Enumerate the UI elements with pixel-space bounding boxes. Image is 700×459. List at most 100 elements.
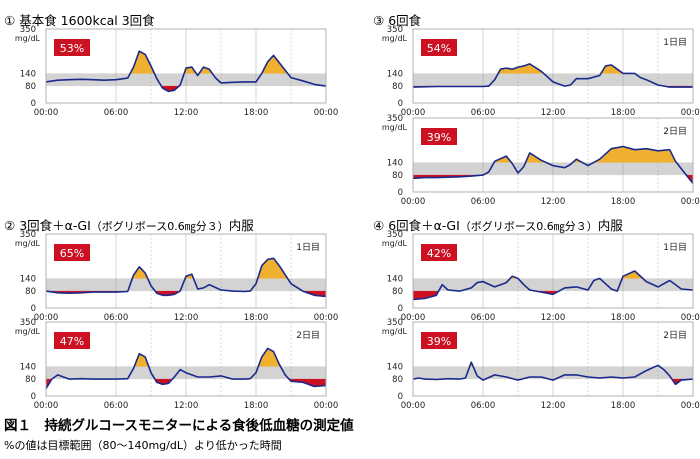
- y-tick-label: 140: [387, 158, 403, 168]
- y-tick-label: 350: [387, 318, 403, 328]
- section-number: ②: [4, 218, 16, 233]
- section-label: 6回食＋α-GI: [388, 218, 460, 233]
- y-tick-label: 80: [392, 171, 403, 181]
- plot-frame: [45, 233, 327, 309]
- day-label: 2日目: [296, 330, 320, 341]
- x-tick-label: 00:00: [401, 401, 426, 411]
- day-label: 1日目: [663, 37, 687, 48]
- x-tick-label: 06:00: [104, 401, 129, 411]
- y-tick-label: 80: [25, 375, 36, 385]
- percent-badge: [421, 244, 457, 261]
- x-tick-label: 00:00: [34, 313, 59, 323]
- x-tick-label: 06:00: [471, 313, 496, 323]
- y-tick-label: 350: [20, 25, 36, 35]
- x-tick-label: 12:00: [541, 401, 566, 411]
- x-tick-label: 06:00: [104, 108, 129, 118]
- y-tick-label: 0: [31, 99, 36, 109]
- section-suffix: 内服: [597, 218, 623, 233]
- plot-frame: [412, 117, 694, 193]
- y-tick-label: 80: [25, 287, 36, 297]
- y-tick-label: 80: [392, 375, 403, 385]
- x-tick-label: 00:00: [401, 108, 426, 118]
- y-unit-label: mg/dL: [382, 34, 408, 43]
- x-tick-label: 06:00: [471, 401, 496, 411]
- x-tick-label: 06:00: [104, 313, 129, 323]
- section-number: ③: [373, 13, 385, 28]
- plot-frame: [412, 321, 694, 397]
- percent-badge-value: 54%: [427, 42, 451, 55]
- percent-badge: [54, 39, 90, 56]
- x-tick-label: 00:00: [681, 313, 700, 323]
- percent-badge-value: 39%: [427, 335, 451, 348]
- cgm-chart-section4-day1: 350 140 80 0 mg/dL 00:00 06:00 12:00 18:00 00:00 4…: [375, 230, 700, 326]
- y-unit-label: mg/dL: [382, 123, 408, 132]
- x-tick-label: 00:00: [681, 108, 700, 118]
- x-tick-label: 18:00: [611, 197, 636, 207]
- percent-badge: [54, 332, 90, 349]
- x-tick-label: 18:00: [244, 108, 269, 118]
- y-tick-label: 140: [20, 69, 36, 79]
- cgm-chart-section4-day2: 350 140 80 0 mg/dL 00:00 06:00 12:00 18:00 00:00 3…: [375, 318, 700, 414]
- y-tick-label: 80: [392, 287, 403, 297]
- x-tick-label: 00:00: [681, 197, 700, 207]
- x-tick-label: 12:00: [541, 197, 566, 207]
- x-tick-label: 12:00: [174, 313, 199, 323]
- section-label: 基本食 1600kcal 3回食: [19, 13, 155, 28]
- x-tick-label: 12:00: [174, 401, 199, 411]
- figure-note: %の値は目標範囲（80～140mg/dL）より低かった時間: [4, 439, 282, 452]
- x-tick-label: 18:00: [244, 313, 269, 323]
- chart-svg: 350 140 80 0 mg/dL 00:00 06:00 12:00 18:00 00:00 4…: [15, 318, 338, 411]
- cgm-chart-section2-day1: 350 140 80 0 mg/dL 00:00 06:00 12:00 18:00 00:00 6…: [8, 230, 338, 326]
- y-tick-label: 0: [398, 392, 403, 402]
- chart-svg: 350 140 80 0 mg/dL 00:00 06:00 12:00 18:00 00:00 3…: [382, 114, 700, 207]
- glucose-line: [412, 361, 694, 386]
- plot-frame: [412, 233, 694, 309]
- day-label: 1日目: [663, 242, 687, 253]
- cgm-chart-section3-day1: 350 140 80 0 mg/dL 00:00 06:00 12:00 18:00 00:00 5…: [375, 25, 700, 121]
- percent-badge: [421, 128, 457, 145]
- y-tick-label: 0: [398, 99, 403, 109]
- x-tick-label: 12:00: [541, 108, 566, 118]
- percent-badge-value: 47%: [60, 335, 84, 348]
- section-label: 3回食＋α-GI: [19, 218, 91, 233]
- y-tick-label: 350: [387, 25, 403, 35]
- x-tick-label: 12:00: [541, 313, 566, 323]
- section-drug: （ボグリボース0.6㎎分３）: [459, 220, 598, 233]
- chart-svg: 350 140 80 0 mg/dL 00:00 06:00 12:00 18:00 00:00 5…: [15, 25, 338, 118]
- y-tick-label: 140: [20, 362, 36, 372]
- y-tick-label: 140: [387, 362, 403, 372]
- percent-badge-value: 53%: [60, 42, 84, 55]
- y-tick-label: 140: [387, 274, 403, 284]
- y-tick-label: 0: [31, 392, 36, 402]
- plot-frame: [45, 321, 327, 397]
- cgm-chart-section2-day2: 350 140 80 0 mg/dL 00:00 06:00 12:00 18:00 00:00 4…: [8, 318, 338, 414]
- x-tick-label: 18:00: [611, 313, 636, 323]
- day-label: 2日目: [663, 126, 687, 137]
- section-label: 6回食: [388, 13, 422, 28]
- section-3-title: ③ 6回食: [373, 10, 421, 29]
- y-tick-label: 350: [20, 318, 36, 328]
- day-label: 2日目: [663, 330, 687, 341]
- x-tick-label: 00:00: [401, 197, 426, 207]
- section-number: ④: [373, 218, 385, 233]
- plot-frame: [412, 28, 694, 104]
- percent-badge-value: 65%: [60, 247, 84, 260]
- below-target-area: [424, 378, 694, 385]
- y-unit-label: mg/dL: [382, 239, 408, 248]
- section-suffix: 内服: [228, 218, 254, 233]
- section-1-title: ① 基本食 1600kcal 3回食: [4, 10, 155, 29]
- section-2-title: ② 3回食＋α-GI（ボグリボース0.6㎎分３）内服: [4, 215, 254, 234]
- percent-badge: [421, 332, 457, 349]
- x-tick-label: 18:00: [611, 401, 636, 411]
- y-tick-label: 80: [392, 82, 403, 92]
- chart-svg: 350 140 80 0 mg/dL 00:00 06:00 12:00 18:00 00:00 5…: [382, 25, 700, 118]
- x-tick-label: 06:00: [471, 108, 496, 118]
- section-4-title: ④ 6回食＋α-GI（ボグリボース0.6㎎分３）内服: [373, 215, 623, 234]
- chart-svg: 350 140 80 0 mg/dL 00:00 06:00 12:00 18:00 00:00 6…: [15, 230, 338, 323]
- percent-badge: [421, 39, 457, 56]
- x-tick-label: 00:00: [34, 108, 59, 118]
- plot-frame: [45, 28, 327, 104]
- x-tick-label: 00:00: [401, 313, 426, 323]
- y-tick-label: 350: [20, 230, 36, 240]
- glucose-line: [412, 63, 693, 88]
